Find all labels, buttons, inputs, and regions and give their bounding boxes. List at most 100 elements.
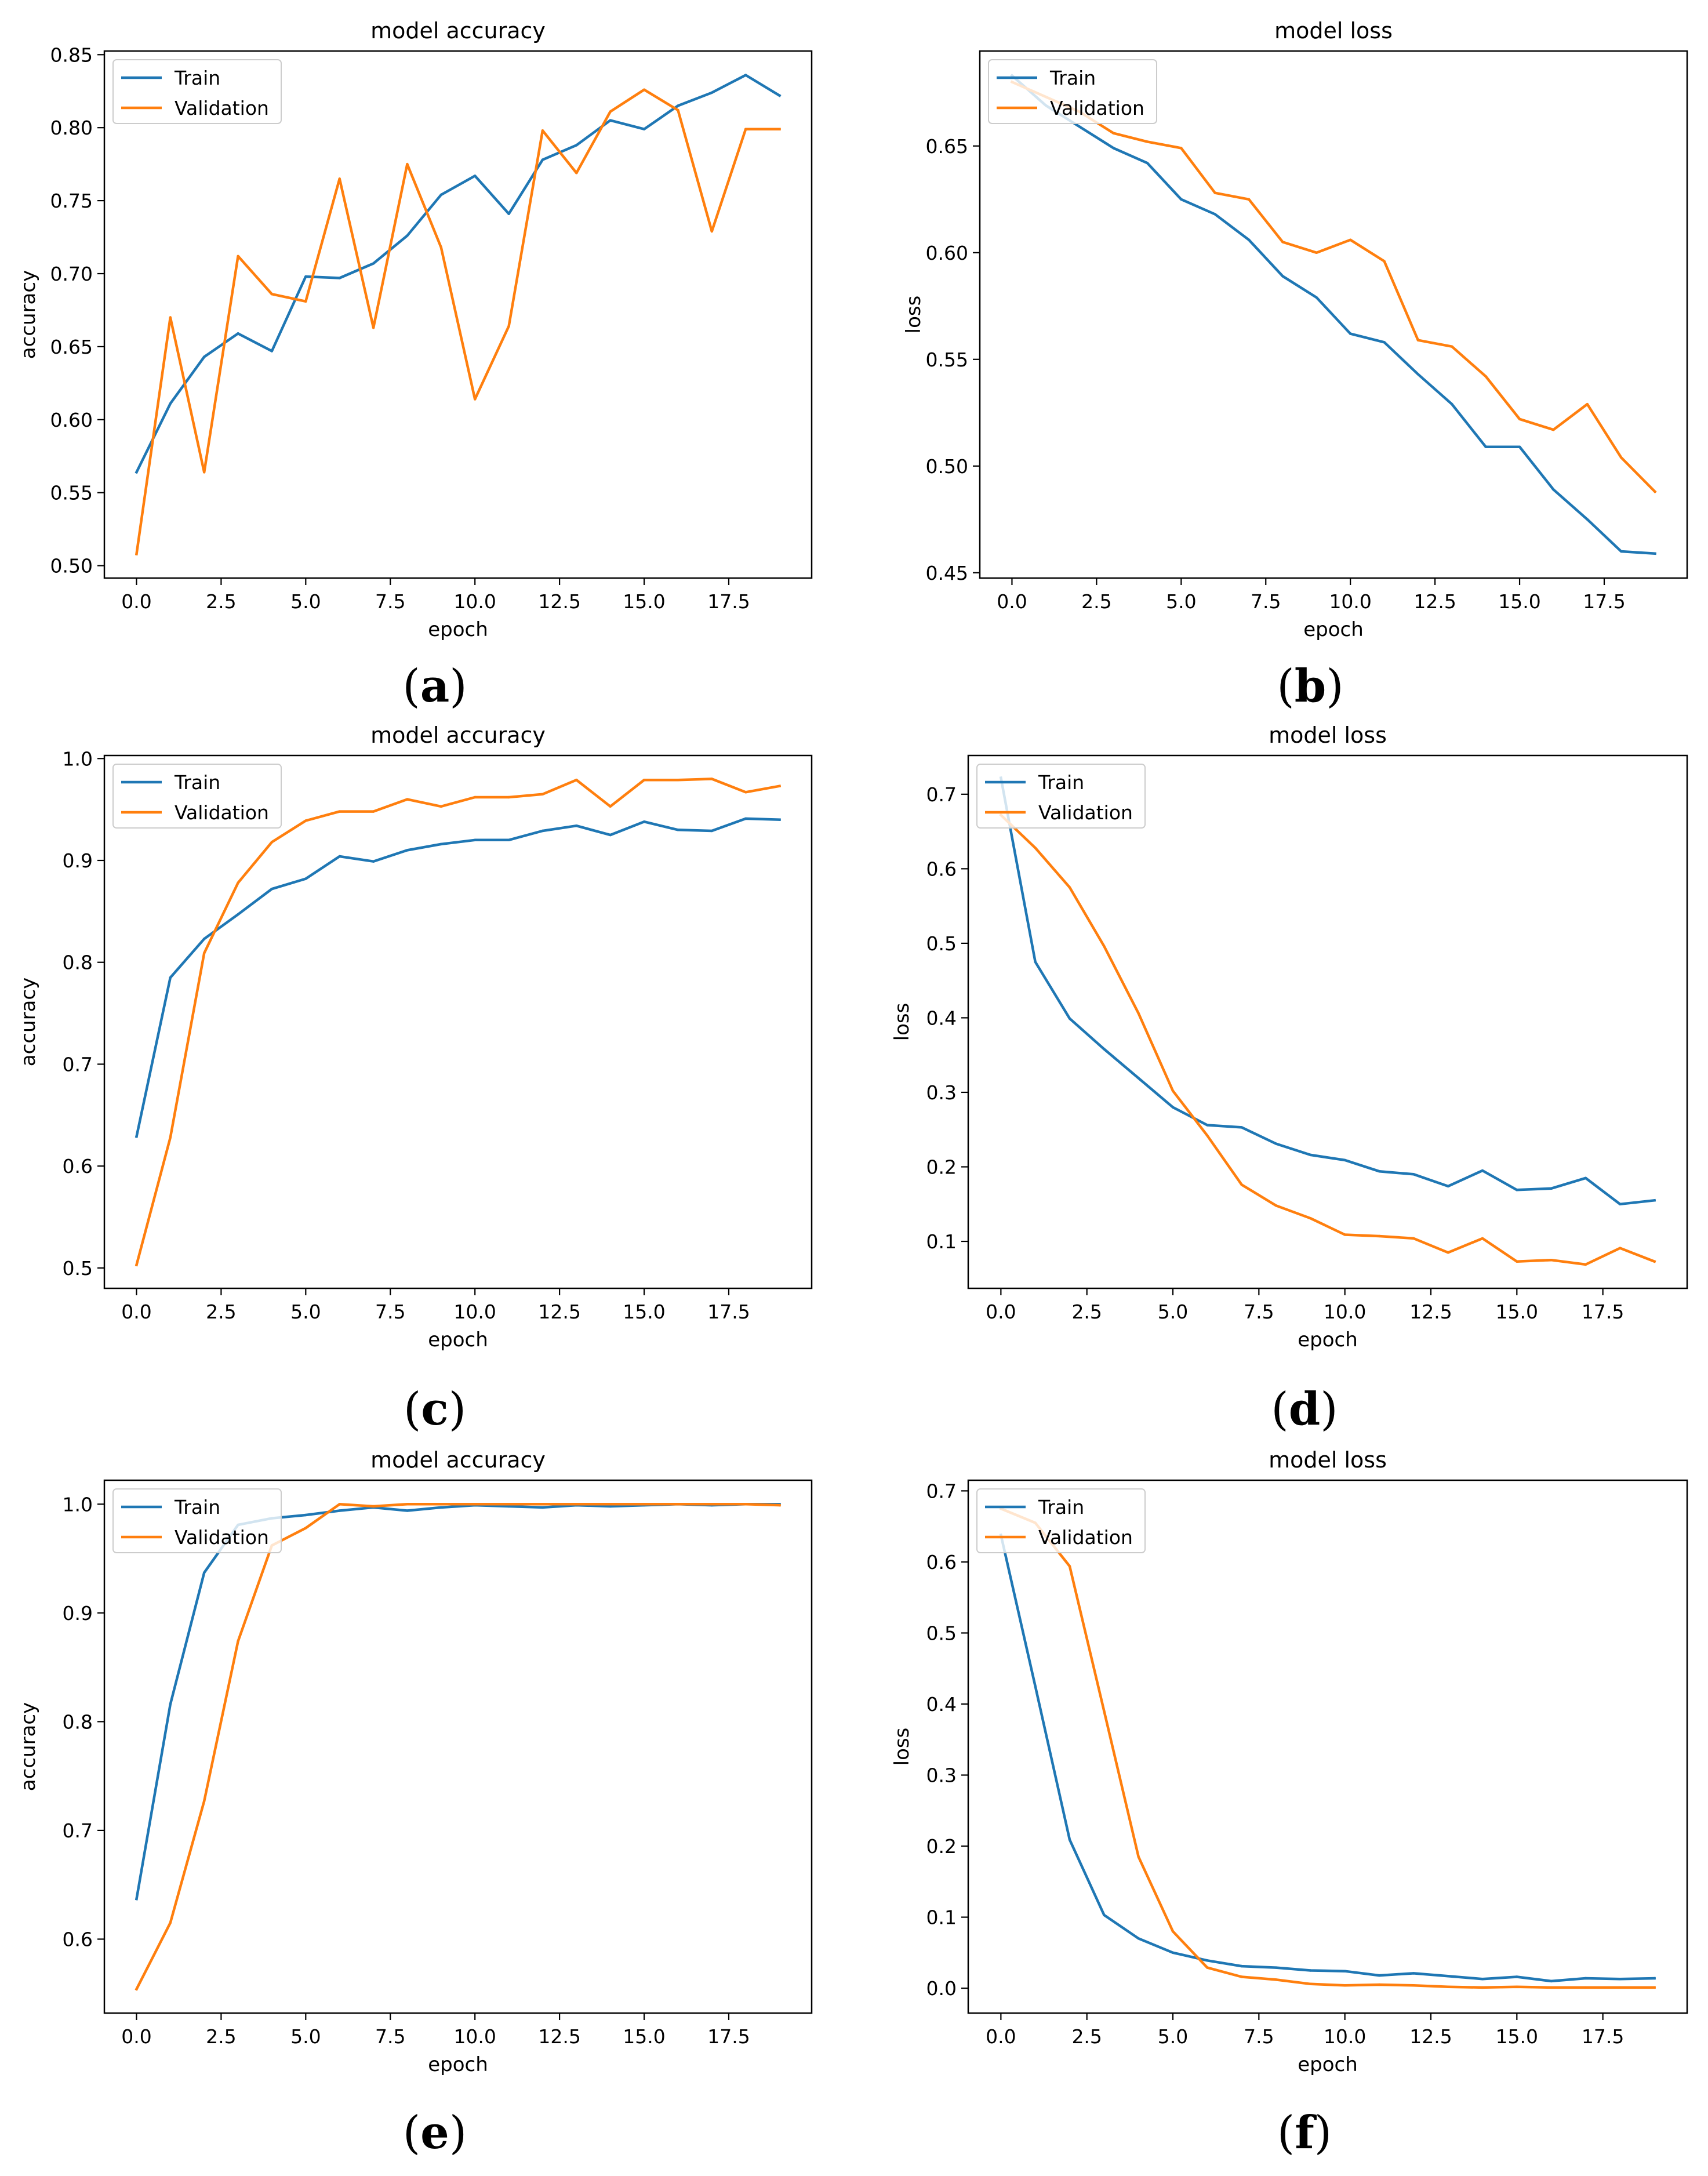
chart-panel-e: 0.0 2.5 5.0 7.5 10.0 12.5 15.0 17.5 0.6 0.7 0.8 0.9… (17, 1447, 813, 2159)
axes-frame (967, 754, 1688, 1289)
data-point-train (1383, 341, 1386, 344)
data-point-train (1146, 162, 1149, 165)
data-point-train (1343, 1158, 1346, 1162)
chart-panel-f: 0.0 2.5 5.0 7.5 10.0 12.5 15.0 17.5 0.0 0.1 0.2 0.3… (891, 1447, 1688, 2159)
data-point-train (474, 175, 477, 177)
x-tick-label: 5.0 (290, 2025, 321, 2048)
y-tick-label: 0.8 (63, 951, 93, 974)
data-point-train (304, 275, 307, 278)
data-point-validation (1146, 140, 1149, 143)
data-point-validation (406, 798, 409, 801)
y-tick-label: 0.50 (926, 455, 968, 478)
data-point-train (1378, 1170, 1381, 1173)
data-point-validation (541, 129, 544, 132)
data-point-train (1484, 445, 1487, 448)
data-point-train (575, 144, 578, 147)
data-point-train (1034, 960, 1037, 964)
data-point-validation (778, 784, 781, 787)
series-line-train (135, 1503, 781, 1901)
x-tick-label: 0.0 (121, 590, 151, 613)
data-point-validation (1349, 238, 1352, 241)
data-point-validation (1619, 1986, 1622, 1989)
y-axis-label: accuracy (17, 978, 40, 1066)
data-point-train (372, 262, 375, 265)
data-point-validation (203, 1800, 206, 1803)
data-point-train (1552, 488, 1555, 491)
y-tick-label: 0.55 (926, 348, 968, 371)
x-tick-label: 15.0 (623, 2025, 665, 2048)
legend: Train Validation (112, 1488, 282, 1553)
x-tick-label: 5.0 (290, 1300, 321, 1323)
data-point-validation (1516, 1260, 1518, 1263)
data-point-validation (507, 325, 510, 328)
y-tick-label: 0.1 (926, 1906, 957, 1929)
data-point-validation (1112, 132, 1115, 135)
data-point-validation (169, 316, 172, 319)
x-tick-label: 17.5 (1582, 1300, 1624, 1323)
data-point-validation (710, 778, 714, 780)
x-tick-label: 12.5 (538, 2025, 580, 2048)
data-point-train (203, 938, 206, 940)
data-point-train (507, 838, 510, 842)
data-point-validation (406, 162, 409, 166)
data-point-validation (744, 1503, 747, 1506)
data-point-validation (1584, 1986, 1587, 1989)
data-point-train (1180, 198, 1183, 201)
data-point-validation (338, 177, 341, 180)
data-point-validation (744, 128, 747, 130)
data-point-train (1481, 1978, 1484, 1981)
legend-label-train: Train (1038, 1496, 1084, 1519)
data-point-train (1247, 238, 1251, 241)
chart-panel-a: 0.0 2.5 5.0 7.5 10.0 12.5 15.0 17.5 0.50 0.55 0.60… (17, 18, 813, 713)
data-point-train (1171, 1951, 1175, 1954)
data-point-validation (1213, 191, 1216, 194)
data-point-validation (1654, 490, 1656, 493)
data-point-validation (439, 246, 442, 249)
legend: Train Validation (976, 764, 1146, 829)
legend-label-validation: Validation (175, 801, 269, 824)
x-axis-label: epoch (428, 2053, 488, 2076)
data-point-validation (677, 1503, 679, 1506)
panel-caption: (d) (1271, 1383, 1338, 1436)
y-tick-label: 0.0 (926, 1977, 957, 2000)
x-tick-label: 2.5 (1071, 1300, 1102, 1323)
y-tick-label: 0.45 (926, 562, 968, 584)
data-point-validation (135, 553, 138, 555)
data-point-train (744, 74, 747, 77)
y-axis-label: loss (891, 1728, 914, 1766)
x-tick-label: 17.5 (707, 2025, 750, 2048)
data-point-validation (1552, 428, 1555, 431)
data-point-validation (778, 128, 781, 130)
y-tick-label: 1.0 (63, 1493, 93, 1516)
data-point-validation (1586, 402, 1589, 406)
x-tick-label: 0.0 (986, 1300, 1016, 1323)
data-point-train (338, 855, 341, 858)
data-point-validation (1315, 251, 1318, 254)
data-point-train (1447, 1975, 1449, 1978)
data-point-train (1481, 1169, 1484, 1172)
data-point-train (406, 234, 409, 237)
y-tick-label: 0.65 (50, 336, 93, 358)
x-tick-label: 5.0 (1158, 2025, 1188, 2048)
axes-frame (103, 50, 813, 579)
x-tick-label: 7.5 (1251, 590, 1281, 613)
legend: Train Validation (112, 59, 282, 124)
data-point-train (642, 128, 646, 130)
data-point-train (1378, 1974, 1381, 1977)
data-point-train (1068, 1017, 1071, 1020)
data-point-train (439, 1506, 442, 1509)
y-tick-label: 0.9 (63, 849, 93, 872)
y-tick-label: 0.8 (63, 1710, 93, 1733)
data-point-train (1103, 1913, 1106, 1917)
y-tick-label: 0.60 (50, 409, 93, 431)
y-tick-label: 0.5 (926, 1622, 957, 1644)
y-tick-label: 0.7 (63, 1819, 93, 1842)
data-point-train (1619, 1978, 1622, 1981)
legend-label-validation: Validation (1038, 1526, 1133, 1549)
data-point-validation (507, 1503, 510, 1506)
data-point-validation (1620, 456, 1623, 459)
data-point-validation (1206, 1134, 1209, 1137)
y-tick-label: 0.5 (926, 932, 957, 955)
series-line-validation (1010, 80, 1657, 494)
x-tick-label: 0.0 (121, 1300, 151, 1323)
